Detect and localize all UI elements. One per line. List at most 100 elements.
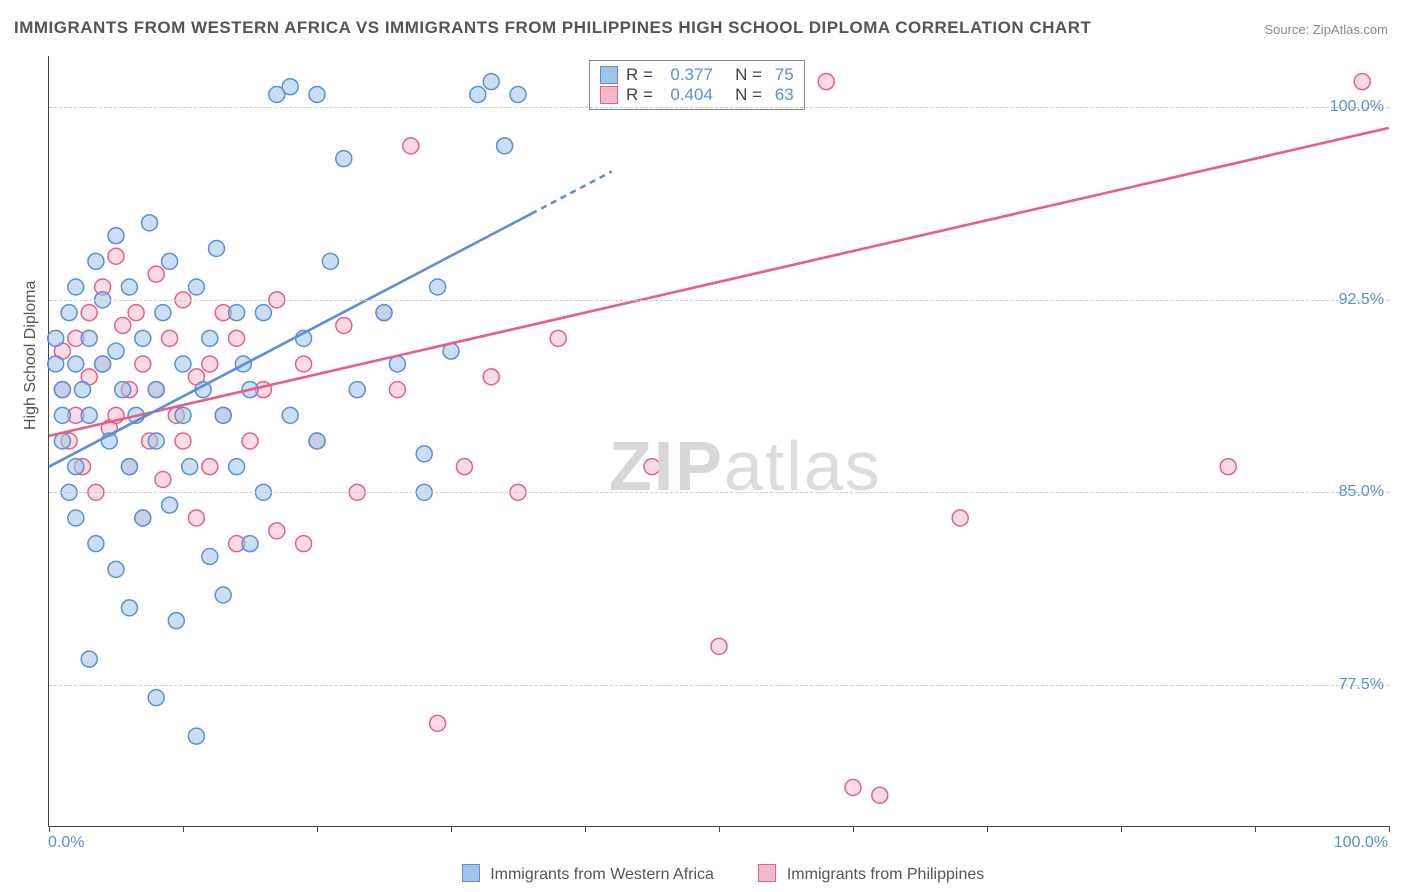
blue-point xyxy=(54,407,70,423)
y-tick-label: 92.5% xyxy=(1339,291,1384,309)
blue-point xyxy=(376,305,392,321)
blue-point xyxy=(430,279,446,295)
blue-point xyxy=(108,561,124,577)
pink-point xyxy=(242,433,258,449)
stats-swatch-blue xyxy=(600,66,618,84)
blue-point xyxy=(229,459,245,475)
blue-point xyxy=(336,151,352,167)
pink-point xyxy=(550,330,566,346)
pink-point xyxy=(403,138,419,154)
blue-point xyxy=(416,446,432,462)
pink-point xyxy=(818,74,834,90)
blue-point xyxy=(115,382,131,398)
plot-area: ZIPatlas R = 0.377 N = 75 R = 0.404 N = … xyxy=(48,56,1389,827)
pink-point xyxy=(872,787,888,803)
blue-point xyxy=(68,279,84,295)
blue-point xyxy=(168,613,184,629)
pink-point xyxy=(188,510,204,526)
y-tick-label: 85.0% xyxy=(1339,483,1384,501)
pink-point xyxy=(175,433,191,449)
x-tick xyxy=(1255,826,1256,832)
chart-title: IMMIGRANTS FROM WESTERN AFRICA VS IMMIGR… xyxy=(14,18,1091,38)
y-tick-label: 77.5% xyxy=(1339,676,1384,694)
x-tick xyxy=(317,826,318,832)
blue-point xyxy=(202,549,218,565)
blue-point xyxy=(81,407,97,423)
stats-label-r: R = xyxy=(626,85,662,105)
pink-point xyxy=(1220,459,1236,475)
blue-point xyxy=(162,253,178,269)
blue-point xyxy=(148,690,164,706)
pink-point xyxy=(389,382,405,398)
pink-point xyxy=(952,510,968,526)
blue-point xyxy=(81,330,97,346)
blue-point xyxy=(68,459,84,475)
stats-label-n: N = xyxy=(721,85,767,105)
source-attribution: Source: ZipAtlas.com xyxy=(1264,22,1388,37)
blue-point xyxy=(95,356,111,372)
x-tick xyxy=(719,826,720,832)
y-axis-label: High School Diploma xyxy=(22,281,40,430)
pink-point xyxy=(430,715,446,731)
x-tick xyxy=(183,826,184,832)
stats-n-pink: 63 xyxy=(775,85,794,105)
blue-point xyxy=(497,138,513,154)
stats-r-blue: 0.377 xyxy=(670,65,713,85)
blue-point xyxy=(108,228,124,244)
blue-point xyxy=(135,510,151,526)
blue-point xyxy=(155,305,171,321)
scatter-plot-svg xyxy=(49,56,1389,826)
stats-row-blue: R = 0.377 N = 75 xyxy=(600,65,794,85)
source-link[interactable]: ZipAtlas.com xyxy=(1313,22,1388,37)
blue-point xyxy=(202,330,218,346)
pink-trendline xyxy=(49,128,1389,436)
legend-label-blue: Immigrants from Western Africa xyxy=(490,866,714,883)
pink-point xyxy=(202,459,218,475)
blue-point xyxy=(510,87,526,103)
blue-point xyxy=(175,407,191,423)
legend-label-pink: Immigrants from Philippines xyxy=(787,866,984,883)
blue-point xyxy=(322,253,338,269)
blue-point xyxy=(209,241,225,257)
blue-point xyxy=(282,407,298,423)
blue-point xyxy=(188,728,204,744)
x-tick xyxy=(1121,826,1122,832)
pink-point xyxy=(81,305,97,321)
blue-trendline-dashed xyxy=(531,172,611,214)
pink-point xyxy=(202,356,218,372)
blue-point xyxy=(121,600,137,616)
blue-point xyxy=(215,407,231,423)
pink-point xyxy=(128,305,144,321)
blue-point xyxy=(470,87,486,103)
source-prefix: Source: xyxy=(1264,22,1312,37)
pink-point xyxy=(483,369,499,385)
pink-point xyxy=(108,248,124,264)
blue-point xyxy=(48,330,64,346)
x-tick xyxy=(451,826,452,832)
stats-r-pink: 0.404 xyxy=(670,85,713,105)
stats-row-pink: R = 0.404 N = 63 xyxy=(600,85,794,105)
blue-point xyxy=(142,215,158,231)
blue-point xyxy=(229,305,245,321)
legend-swatch-blue xyxy=(462,864,480,882)
blue-point xyxy=(88,253,104,269)
legend-swatch-pink xyxy=(758,864,776,882)
blue-point xyxy=(61,305,77,321)
pink-point xyxy=(296,536,312,552)
blue-point xyxy=(148,433,164,449)
blue-point xyxy=(81,651,97,667)
blue-point xyxy=(215,587,231,603)
x-tick xyxy=(1389,826,1390,832)
blue-point xyxy=(483,74,499,90)
stats-swatch-pink xyxy=(600,86,618,104)
blue-point xyxy=(309,433,325,449)
legend-bottom: Immigrants from Western Africa Immigrant… xyxy=(0,864,1406,884)
blue-point xyxy=(242,536,258,552)
blue-point xyxy=(162,497,178,513)
blue-point xyxy=(282,79,298,95)
pink-point xyxy=(135,356,151,372)
pink-point xyxy=(115,318,131,334)
blue-point xyxy=(349,382,365,398)
gridline xyxy=(49,685,1389,686)
x-tick xyxy=(585,826,586,832)
